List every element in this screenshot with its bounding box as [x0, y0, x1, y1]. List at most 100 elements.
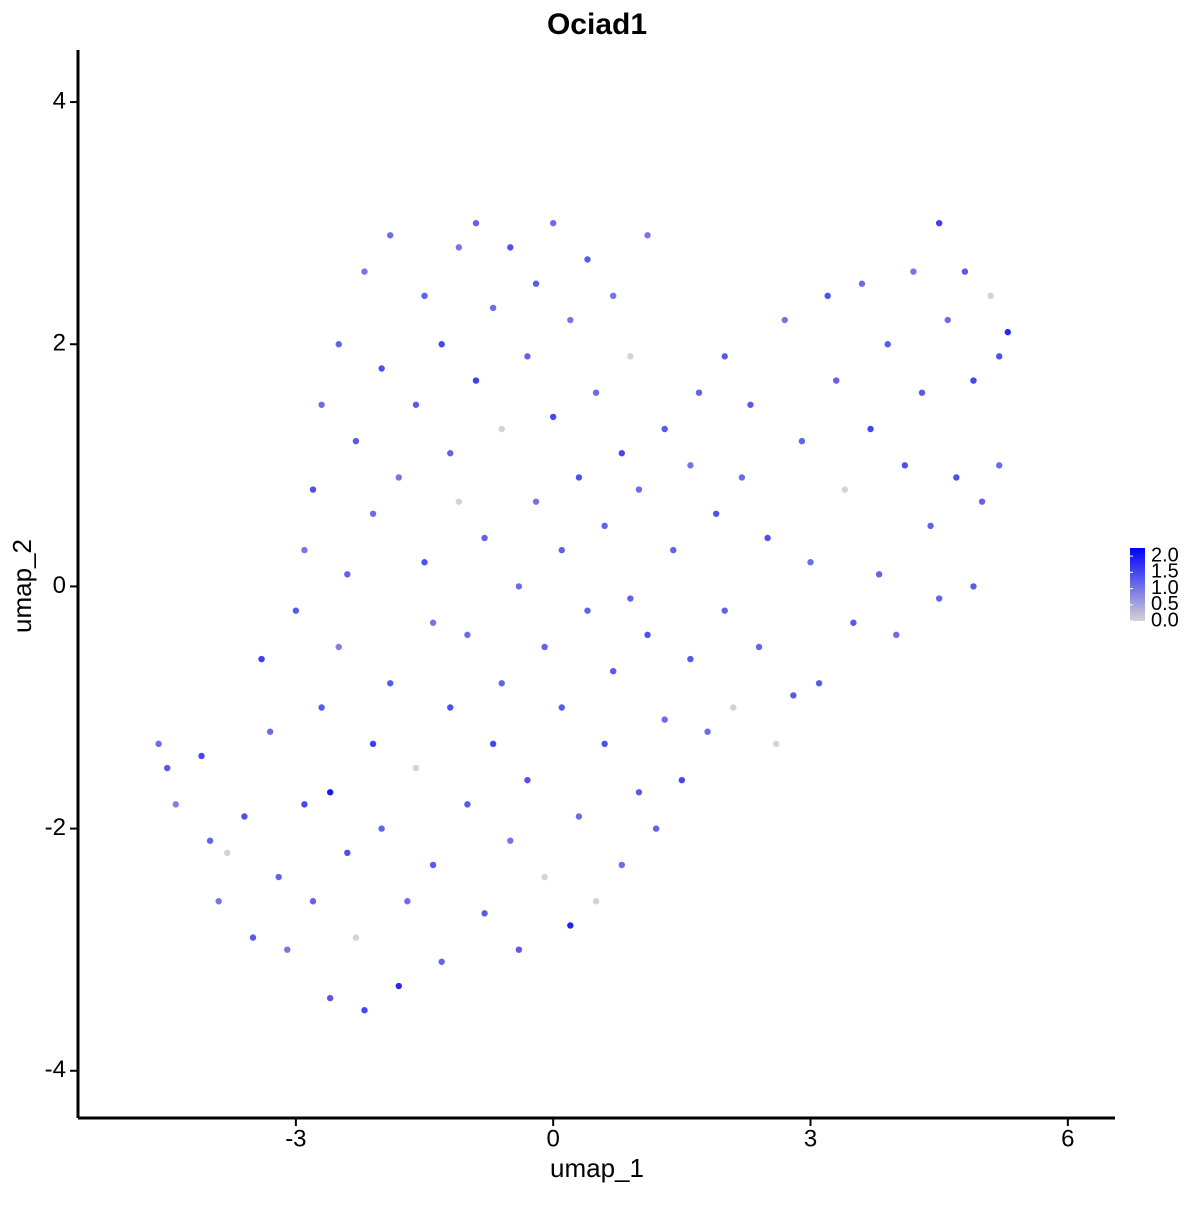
point: [455, 498, 463, 505]
point: [507, 244, 514, 251]
point: [369, 740, 377, 748]
point: [592, 898, 600, 905]
point: [670, 546, 677, 554]
colorbar-tick-label: 1.5: [1151, 561, 1179, 583]
point: [344, 849, 351, 857]
point: [387, 232, 394, 239]
point: [833, 377, 840, 384]
point: [498, 425, 505, 433]
x-tick-label: -3: [285, 1125, 306, 1152]
point: [549, 219, 557, 227]
point: [447, 704, 454, 711]
point: [489, 740, 497, 748]
point: [489, 304, 497, 312]
point: [764, 534, 771, 542]
point: [155, 740, 162, 748]
point: [249, 934, 257, 941]
point: [644, 631, 651, 639]
point: [824, 292, 831, 300]
point: [721, 607, 728, 614]
point: [850, 619, 857, 626]
point: [987, 292, 994, 300]
point: [918, 389, 926, 396]
point: [507, 837, 514, 844]
point: [241, 813, 248, 820]
point: [326, 789, 334, 796]
y-tick-label: 0: [53, 572, 66, 599]
point: [335, 643, 342, 651]
point: [601, 740, 608, 748]
point: [429, 861, 437, 869]
point: [944, 316, 951, 324]
point: [927, 522, 934, 530]
point: [627, 353, 634, 360]
point: [730, 704, 737, 711]
point: [164, 764, 171, 772]
point: [610, 667, 617, 675]
point: [601, 522, 608, 530]
point: [875, 571, 883, 578]
point: [541, 873, 548, 881]
point: [421, 559, 428, 566]
colorbar-tick-label: 1.0: [1151, 577, 1179, 599]
point: [395, 982, 402, 990]
point: [378, 825, 385, 832]
point: [455, 244, 463, 251]
point: [687, 655, 694, 663]
point: [258, 655, 265, 663]
x-tick-label: 6: [1061, 1125, 1074, 1152]
point: [172, 801, 179, 808]
point: [953, 474, 960, 481]
point: [395, 474, 402, 481]
x-tick-label: 0: [547, 1125, 560, 1152]
point: [224, 849, 231, 857]
point: [387, 680, 394, 687]
point: [352, 437, 360, 445]
point: [867, 425, 874, 433]
point: [575, 813, 583, 820]
point: [815, 680, 823, 687]
point: [584, 607, 591, 614]
point: [961, 268, 969, 275]
point: [361, 1007, 368, 1014]
point: [635, 486, 643, 493]
point: [438, 341, 445, 348]
point: [429, 619, 437, 626]
point: [884, 341, 891, 348]
point: [592, 389, 600, 396]
point: [970, 377, 977, 384]
point: [515, 946, 523, 953]
point: [772, 740, 780, 748]
point: [935, 595, 943, 602]
point: [661, 716, 668, 723]
point: [266, 728, 274, 735]
point: [352, 934, 360, 941]
point: [421, 292, 428, 300]
point: [378, 365, 385, 372]
point: [841, 486, 849, 493]
point: [532, 498, 540, 505]
point: [798, 437, 806, 445]
y-tick-label: -4: [45, 1056, 66, 1083]
point: [755, 643, 763, 651]
point: [361, 268, 368, 275]
point: [549, 413, 557, 421]
point: [326, 994, 334, 1002]
point: [301, 801, 308, 808]
point: [541, 643, 548, 651]
point: [292, 607, 300, 614]
point: [309, 898, 317, 905]
point: [206, 837, 214, 844]
point: [644, 232, 651, 239]
point: [747, 401, 754, 408]
point: [309, 486, 317, 493]
point: [858, 280, 866, 287]
x-axis-title: umap_1: [550, 1153, 644, 1183]
point: [318, 401, 325, 408]
point: [678, 776, 686, 784]
colorbar-tick-label: 0.0: [1151, 609, 1179, 631]
point: [781, 316, 788, 324]
point: [215, 898, 222, 905]
point: [318, 704, 325, 711]
